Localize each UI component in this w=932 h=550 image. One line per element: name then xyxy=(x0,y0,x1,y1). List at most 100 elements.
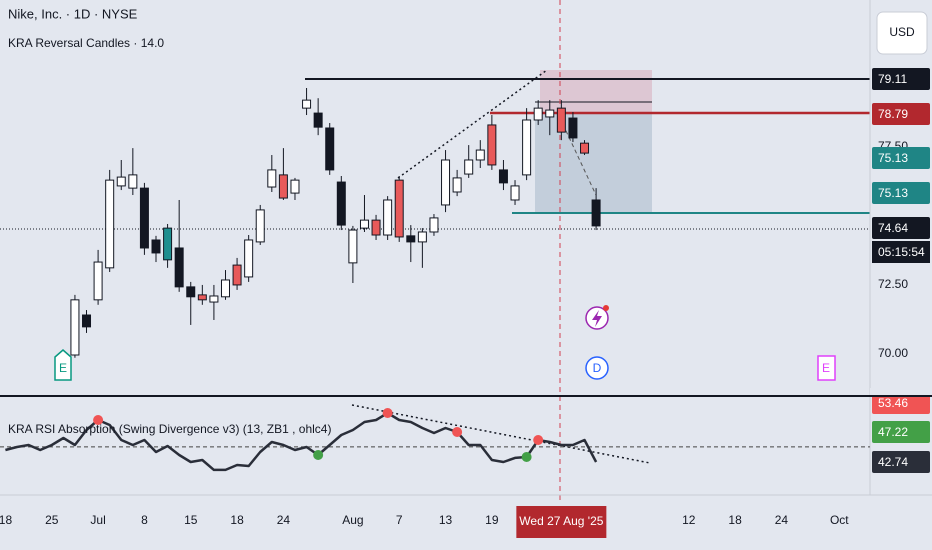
pivot-dot xyxy=(452,426,463,437)
candle-body xyxy=(313,112,323,128)
candle-body xyxy=(371,219,381,236)
risk-zone xyxy=(540,70,652,113)
earnings-icon[interactable] xyxy=(54,349,72,381)
price-tag-label: 74.64 xyxy=(878,221,908,235)
candle-body xyxy=(174,247,184,288)
candle-body xyxy=(244,239,254,278)
candle-body xyxy=(522,119,532,176)
candle-body xyxy=(128,174,138,189)
candle-body xyxy=(82,314,92,328)
dividend-icon[interactable] xyxy=(585,356,609,380)
x-tick-label: 13 xyxy=(439,513,453,527)
x-tick-label: 19 xyxy=(485,513,499,527)
currency-button[interactable] xyxy=(876,11,928,55)
x-tick-label: Jul xyxy=(90,513,105,527)
x-tick-label: 7 xyxy=(396,513,403,527)
candle-body xyxy=(556,107,566,133)
countdown-tag xyxy=(872,241,930,263)
short-position-zone xyxy=(535,113,652,213)
candle-body xyxy=(93,261,103,301)
candle-body xyxy=(417,231,427,243)
projection-line xyxy=(559,117,597,196)
indicator-title: KRA Reversal Candles · 14.0 xyxy=(8,36,164,50)
pivot-dot xyxy=(313,449,324,460)
x-tick-label: 18 xyxy=(0,513,12,527)
earnings-letter[interactable]: E xyxy=(59,361,67,375)
price-tag xyxy=(872,147,930,169)
price-tag-label: 79.11 xyxy=(878,72,907,86)
pivot-dot xyxy=(93,414,104,425)
rsi-tag xyxy=(872,392,930,414)
rsi-tag xyxy=(872,421,930,443)
candle-body xyxy=(487,124,497,166)
price-tag-label: 75.13 xyxy=(878,186,908,200)
x-tick-label: 24 xyxy=(775,513,789,527)
candle-body xyxy=(209,295,219,303)
candle-body xyxy=(383,199,393,236)
lightning-glyph xyxy=(592,310,602,327)
rsi-tag xyxy=(872,451,930,473)
crosshair-label: Wed 27 Aug '25 xyxy=(519,514,603,528)
x-tick-label: 12 xyxy=(682,513,696,527)
rsi-line xyxy=(5,411,598,472)
candle-body xyxy=(591,199,601,227)
crosshair-label-box xyxy=(516,506,607,538)
candle-body xyxy=(359,219,369,229)
candle-body xyxy=(290,179,300,194)
x-tick-label: 25 xyxy=(45,513,59,527)
x-tick-label: 24 xyxy=(277,513,291,527)
candle-body xyxy=(325,127,335,171)
candle-body xyxy=(163,227,173,261)
rsi-tag-label: 42.74 xyxy=(878,455,908,469)
price-tag-label: 75.13 xyxy=(878,151,908,165)
candle-body xyxy=(348,229,358,264)
candle-body xyxy=(151,239,161,254)
candle-body xyxy=(105,179,115,269)
candle-body xyxy=(70,299,80,356)
pivot-dot xyxy=(521,452,532,463)
candle-body xyxy=(498,169,508,184)
divergence-line xyxy=(351,404,651,464)
x-tick-label: Oct xyxy=(830,513,849,527)
earnings-letter[interactable]: E xyxy=(822,361,830,375)
candle-body xyxy=(533,107,543,121)
price-tag xyxy=(872,68,930,90)
candle-body xyxy=(232,264,242,286)
candle-body xyxy=(580,142,590,154)
series-layer xyxy=(0,87,870,472)
candle-body xyxy=(278,174,288,199)
symbol-title: Nike, Inc. · 1D · NYSE xyxy=(8,6,138,21)
rsi-tag-label: 47.22 xyxy=(878,425,908,439)
dividend-letter[interactable]: D xyxy=(593,361,602,375)
candle-body xyxy=(336,181,346,226)
price-tag xyxy=(872,103,930,125)
trend-line xyxy=(397,69,548,179)
candle-body xyxy=(406,235,416,243)
pivot-dot xyxy=(533,434,544,445)
candle-body xyxy=(452,177,462,193)
candle-body xyxy=(568,117,578,139)
candle-body xyxy=(220,279,230,298)
candle-body xyxy=(139,187,149,249)
x-tick-label: 18 xyxy=(230,513,244,527)
candle-body xyxy=(510,185,520,201)
pane-mask xyxy=(870,388,932,397)
x-tick-label: 18 xyxy=(728,513,742,527)
countdown-label: 05:15:54 xyxy=(878,245,925,259)
currency-label[interactable]: USD xyxy=(889,25,915,39)
x-tick-label: 15 xyxy=(184,513,198,527)
x-tick-label: 8 xyxy=(141,513,148,527)
candle-body xyxy=(302,99,312,109)
price-tag-label: 78.79 xyxy=(878,107,908,121)
candle-body xyxy=(197,294,207,301)
rsi-title: KRA RSI Absorption (Swing Divergence v3)… xyxy=(8,422,331,436)
candle-body xyxy=(441,159,451,206)
candle-body xyxy=(545,109,555,118)
candle-body xyxy=(464,159,474,175)
candle-body xyxy=(255,209,265,243)
earnings-icon[interactable] xyxy=(817,355,836,381)
pivot-dot xyxy=(382,408,393,419)
y-tick-label: 72.50 xyxy=(878,277,908,291)
